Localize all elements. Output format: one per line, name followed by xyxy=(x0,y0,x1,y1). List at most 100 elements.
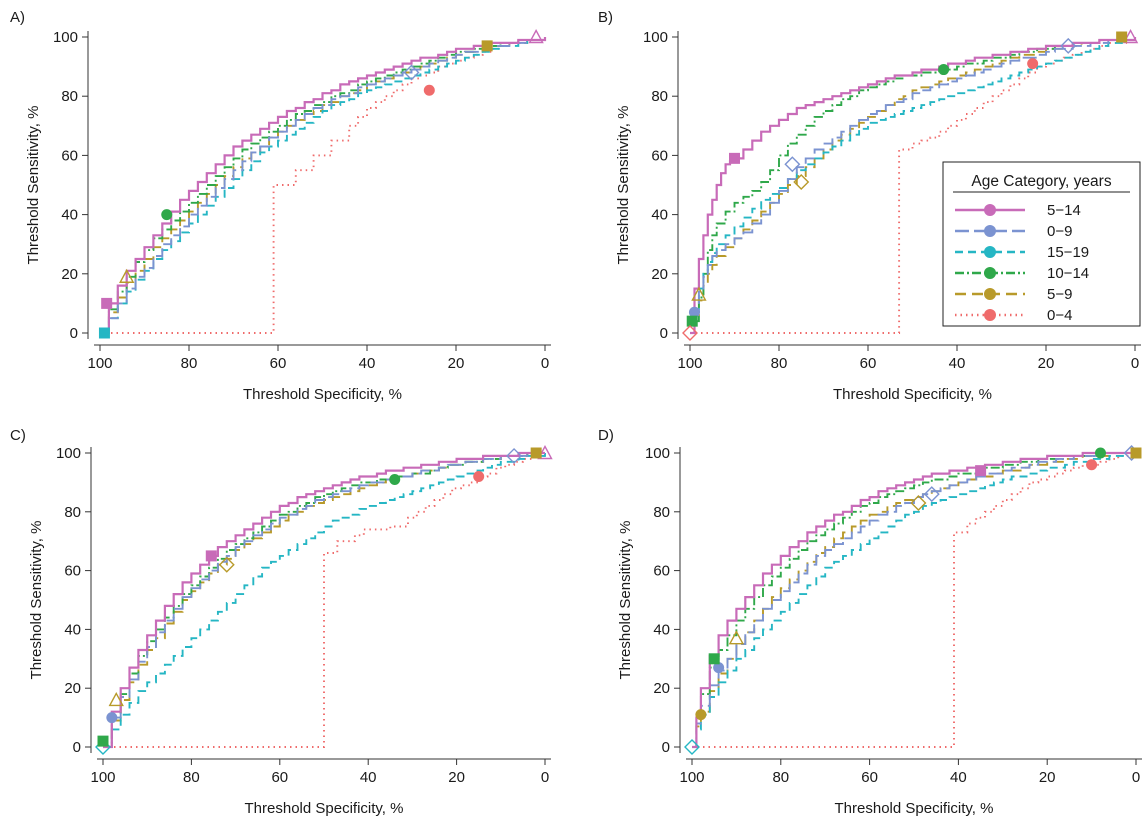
panel-label: C) xyxy=(10,427,26,444)
series-line-10-14 xyxy=(692,452,1136,748)
x-tick-label: 60 xyxy=(860,355,877,372)
panel-label: B) xyxy=(598,9,613,26)
x-tick-label: 0 xyxy=(541,769,549,786)
y-tick-label: 60 xyxy=(651,147,668,164)
marker-0-9 xyxy=(784,156,801,173)
series-line-0-4 xyxy=(100,37,546,334)
marker-5-9 xyxy=(108,691,124,707)
series-line-0-9 xyxy=(692,452,1136,748)
y-tick-label: 80 xyxy=(64,504,81,521)
marker-5-9 xyxy=(728,630,745,645)
legend-item-5-9: 5−9 xyxy=(955,286,1072,303)
x-tick-label: 40 xyxy=(359,355,376,372)
series-line-0-4 xyxy=(690,37,1136,334)
x-tick-label: 0 xyxy=(1131,355,1139,372)
y-tick-label: 80 xyxy=(653,504,670,521)
plot-area xyxy=(684,445,1142,755)
series-line-5-14 xyxy=(690,37,1137,335)
x-axis-label: Threshold Specificity, % xyxy=(833,386,992,403)
y-axis-label: Threshold Sensitivity, % xyxy=(615,106,632,265)
legend-item-0-4: 0−4 xyxy=(955,307,1072,324)
x-tick-label: 80 xyxy=(772,769,789,786)
x-tick-label: 100 xyxy=(90,769,115,786)
x-tick-label: 100 xyxy=(677,355,702,372)
legend-marker xyxy=(984,225,996,237)
y-tick-label: 0 xyxy=(662,739,670,756)
marker-5-9 xyxy=(481,40,493,52)
series-line-10-14 xyxy=(100,37,546,334)
x-tick-label: 0 xyxy=(541,355,549,372)
y-tick-label: 80 xyxy=(651,88,668,105)
x-tick-label: 40 xyxy=(950,769,967,786)
y-tick-label: 80 xyxy=(61,88,78,105)
marker-0-9 xyxy=(506,447,523,464)
x-tick-label: 0 xyxy=(1132,769,1140,786)
x-tick-label: 60 xyxy=(270,355,287,372)
marker-5-9 xyxy=(218,556,235,573)
marker-5-14 xyxy=(537,445,553,460)
legend-marker xyxy=(984,246,996,258)
marker-15-19 xyxy=(684,739,700,755)
y-tick-label: 100 xyxy=(643,29,668,46)
series-line-10-14 xyxy=(690,37,1136,334)
x-tick-label: 40 xyxy=(360,769,377,786)
marker-0-9 xyxy=(106,712,118,724)
marker-5-9 xyxy=(793,174,810,191)
x-tick-label: 60 xyxy=(271,769,288,786)
panel-c: C) 100 80 60 40 20 0 0 20 40 60 80 100 Threshold Spec… xyxy=(10,427,553,817)
y-tick-label: 100 xyxy=(56,445,81,462)
y-tick-label: 60 xyxy=(61,147,78,164)
x-tick-label: 20 xyxy=(448,769,465,786)
y-tick-label: 40 xyxy=(64,621,81,638)
x-tick-label: 100 xyxy=(679,769,704,786)
marker-0-9 xyxy=(1060,37,1077,54)
panel-a: A) 100 80 60 40 20 0 0 20 40 60 80 100 Threshold Spec… xyxy=(10,9,551,403)
panel-b: B) 100 80 60 40 20 0 0 20 40 60 80 100 Threshold Spec… xyxy=(598,9,1141,403)
x-tick-label: 20 xyxy=(448,355,465,372)
series-line-15-19 xyxy=(692,452,1136,748)
legend-item-15-19: 15−19 xyxy=(955,244,1089,261)
legend-marker xyxy=(984,309,996,321)
marker-10-14 xyxy=(708,653,720,665)
marker-5-9 xyxy=(695,709,707,721)
series-line-15-19 xyxy=(100,37,546,334)
marker-5-9 xyxy=(1130,447,1142,459)
legend-label: 5−14 xyxy=(1047,202,1081,219)
marker-5-14 xyxy=(729,152,740,164)
legend-label: 5−9 xyxy=(1047,286,1072,303)
x-axis-label: Threshold Specificity, % xyxy=(835,800,994,817)
legend: Age Category, years 5−14 0−9 15−19 10−14 5−9 0… xyxy=(942,161,1141,327)
legend-label: 10−14 xyxy=(1047,265,1089,282)
marker-5-14 xyxy=(528,29,544,44)
y-tick-label: 40 xyxy=(653,621,670,638)
legend-box xyxy=(942,161,1141,327)
y-tick-label: 20 xyxy=(653,680,670,697)
legend-item-5-14: 5−14 xyxy=(955,202,1081,219)
y-tick-label: 0 xyxy=(660,325,668,342)
marker-5-9 xyxy=(530,447,542,459)
series-line-0-9 xyxy=(690,37,1136,334)
y-tick-label: 40 xyxy=(61,207,78,224)
marker-0-4 xyxy=(1027,58,1039,70)
plot-area xyxy=(682,29,1139,341)
series-line-0-9 xyxy=(103,452,545,748)
plot-area xyxy=(98,29,547,339)
x-tick-label: 80 xyxy=(183,769,200,786)
y-tick-label: 20 xyxy=(651,266,668,283)
marker-0-9 xyxy=(713,662,725,674)
marker-15-19 xyxy=(98,327,110,339)
y-tick-label: 0 xyxy=(70,325,78,342)
marker-5-14 xyxy=(975,465,987,477)
marker-5-9 xyxy=(910,494,927,511)
series-line-0-4 xyxy=(692,453,1137,748)
y-axis-label: Threshold Sensitivity, % xyxy=(25,106,42,265)
legend-label: 0−4 xyxy=(1047,307,1072,324)
series-line-5-9 xyxy=(100,37,546,334)
legend-label: 15−19 xyxy=(1047,244,1089,261)
marker-5-9 xyxy=(119,268,135,283)
series-line-0-4 xyxy=(103,453,546,748)
x-tick-label: 40 xyxy=(949,355,966,372)
y-tick-label: 60 xyxy=(653,563,670,580)
x-tick-label: 80 xyxy=(771,355,788,372)
series-line-15-19 xyxy=(103,453,546,748)
